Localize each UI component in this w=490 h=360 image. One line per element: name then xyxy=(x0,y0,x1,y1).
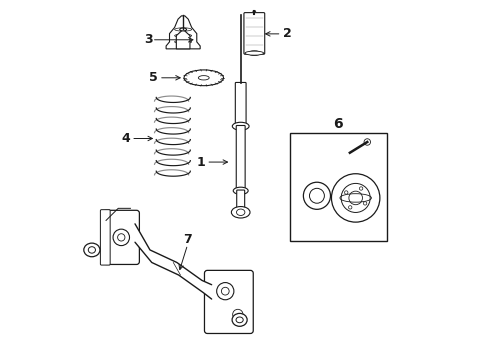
Ellipse shape xyxy=(184,70,223,86)
Ellipse shape xyxy=(249,51,260,55)
FancyBboxPatch shape xyxy=(236,126,245,192)
Text: 4: 4 xyxy=(122,132,130,145)
Circle shape xyxy=(303,182,330,209)
Circle shape xyxy=(221,287,229,295)
Circle shape xyxy=(349,191,363,205)
Circle shape xyxy=(364,139,370,145)
FancyBboxPatch shape xyxy=(100,210,110,265)
Text: 7: 7 xyxy=(183,233,192,246)
Polygon shape xyxy=(135,224,212,299)
Text: 5: 5 xyxy=(149,71,158,84)
Ellipse shape xyxy=(236,317,243,323)
Ellipse shape xyxy=(88,247,96,253)
Ellipse shape xyxy=(180,28,187,31)
Polygon shape xyxy=(166,16,200,49)
Ellipse shape xyxy=(237,209,245,216)
Circle shape xyxy=(113,229,129,246)
Text: 2: 2 xyxy=(283,27,292,40)
FancyBboxPatch shape xyxy=(235,82,246,127)
Circle shape xyxy=(118,234,125,241)
Text: 3: 3 xyxy=(144,33,152,46)
Ellipse shape xyxy=(232,314,247,326)
Polygon shape xyxy=(176,30,190,49)
Ellipse shape xyxy=(233,187,248,194)
Ellipse shape xyxy=(245,51,264,55)
FancyBboxPatch shape xyxy=(103,210,139,265)
Bar xyxy=(290,134,387,241)
Circle shape xyxy=(348,206,352,209)
Circle shape xyxy=(360,187,363,190)
Circle shape xyxy=(233,309,243,320)
Circle shape xyxy=(341,183,370,212)
Ellipse shape xyxy=(232,122,249,130)
Circle shape xyxy=(310,188,324,203)
FancyBboxPatch shape xyxy=(204,270,253,333)
Ellipse shape xyxy=(84,243,100,257)
Circle shape xyxy=(217,283,234,300)
Ellipse shape xyxy=(231,207,250,218)
FancyBboxPatch shape xyxy=(244,13,265,54)
Circle shape xyxy=(331,174,380,222)
Text: 6: 6 xyxy=(333,117,343,131)
Circle shape xyxy=(344,191,348,194)
FancyBboxPatch shape xyxy=(237,190,245,217)
Ellipse shape xyxy=(198,76,209,80)
Ellipse shape xyxy=(253,10,256,12)
Text: 1: 1 xyxy=(196,156,205,168)
Circle shape xyxy=(364,202,367,205)
